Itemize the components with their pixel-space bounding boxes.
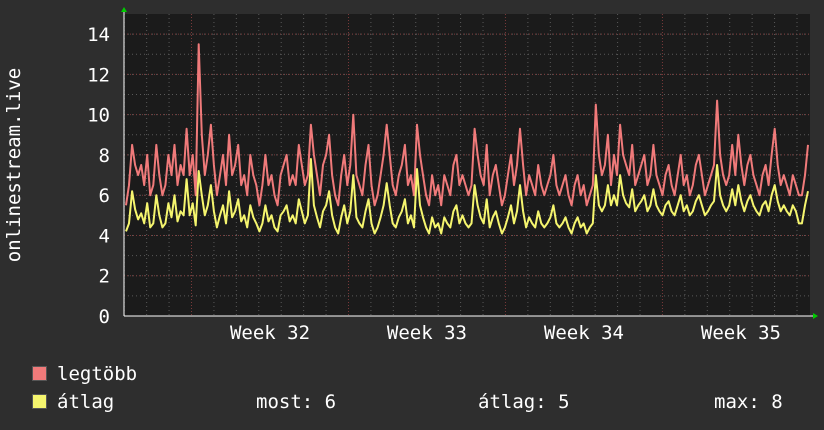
legend-item-avg: átlag bbox=[32, 392, 114, 412]
stat-avg: átlag: 5 bbox=[478, 391, 570, 413]
y-axis-arrow bbox=[121, 7, 127, 12]
y-tick-label: 12 bbox=[87, 64, 110, 86]
y-tick-label: 0 bbox=[99, 306, 110, 328]
y-tick-label: 8 bbox=[99, 145, 110, 167]
x-tick-label: Week 32 bbox=[230, 322, 310, 344]
x-axis-arrow bbox=[813, 313, 818, 319]
stat-max: max: 8 bbox=[714, 391, 783, 413]
series-line-legtobb bbox=[125, 43, 809, 207]
stat-now: most: 6 bbox=[256, 391, 337, 413]
y-tick-label: 6 bbox=[99, 185, 110, 207]
legend-swatch-max bbox=[32, 366, 47, 381]
legend-label-avg: átlag bbox=[57, 391, 115, 413]
y-tick-label: 2 bbox=[99, 266, 110, 288]
x-tick-label: Week 33 bbox=[387, 322, 467, 344]
legend-swatch-avg bbox=[32, 394, 47, 409]
x-tick-labels: Week 32 Week 33 Week 34 Week 35 bbox=[230, 322, 781, 344]
x-tick-label: Week 35 bbox=[701, 322, 781, 344]
y-axis-label: onlinestream.live bbox=[3, 68, 25, 262]
y-tick-label: 10 bbox=[87, 105, 110, 127]
series-line-atlag bbox=[125, 158, 809, 235]
y-tick-label: 4 bbox=[99, 225, 110, 247]
series-group bbox=[125, 43, 809, 235]
legend-item-max: legtöbb bbox=[32, 364, 137, 384]
y-tick-label: 14 bbox=[87, 24, 110, 46]
x-tick-label: Week 34 bbox=[544, 322, 624, 344]
legend-label-max: legtöbb bbox=[57, 363, 138, 385]
y-tick-labels: 0 2 4 6 8 10 12 14 bbox=[87, 24, 110, 328]
